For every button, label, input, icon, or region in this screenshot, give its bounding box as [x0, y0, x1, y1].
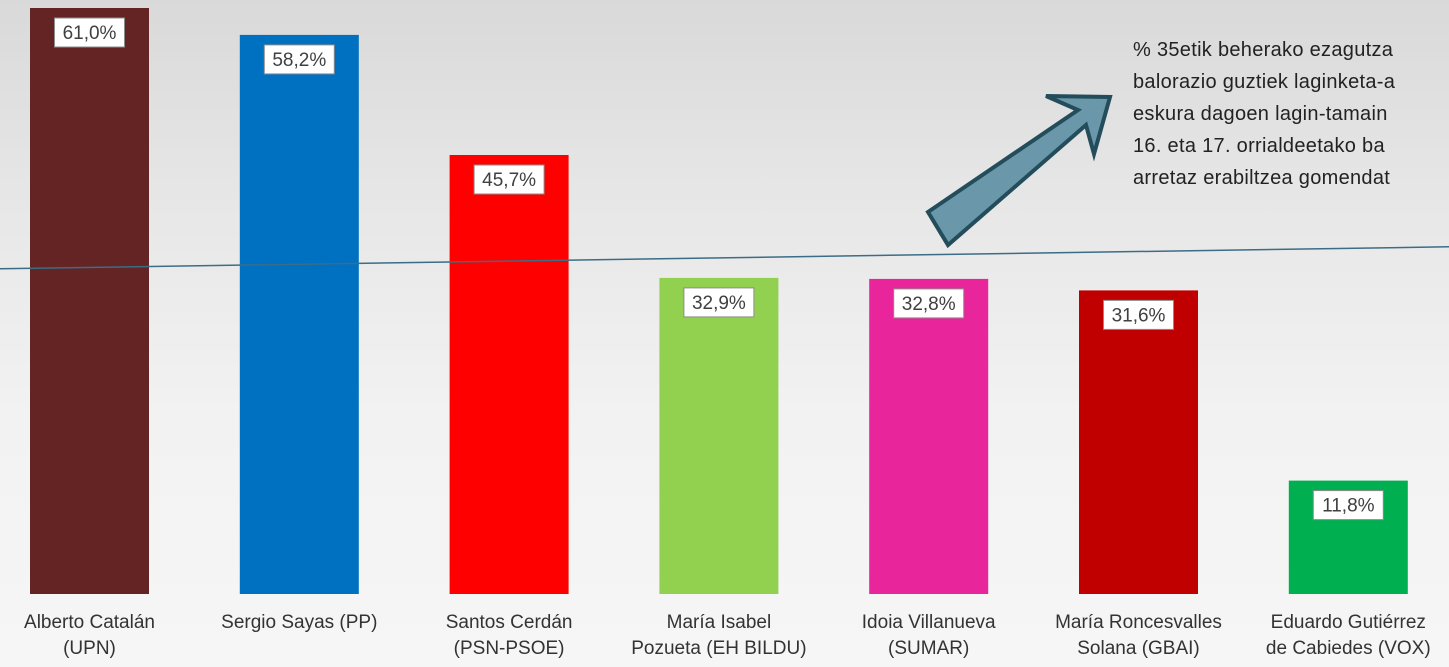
annotation-text: % 35etik beherako ezagutza balorazio guzt… [1133, 39, 1396, 189]
data-label-box [473, 164, 545, 195]
category-labels-layer: Alberto Catalán (UPN) Sergio Sayas (PP) San… [24, 612, 1431, 659]
category-label: Alberto Catalán (UPN) [24, 612, 155, 659]
data-label: 45,7% [482, 170, 536, 191]
data-label-box [54, 17, 125, 48]
annotation: % 35etik beherako ezagutza balorazio guzt… [925, 39, 1396, 249]
arrow-icon [925, 94, 1113, 249]
bar [659, 277, 779, 594]
data-label-box [1312, 490, 1384, 521]
bars-layer [30, 8, 1408, 594]
bar [1079, 290, 1198, 594]
data-label: 61,0% [63, 23, 117, 44]
data-label-box [1103, 299, 1174, 330]
data-label: 32,9% [692, 293, 746, 314]
data-label-box [683, 287, 755, 318]
data-label: 58,2% [272, 50, 326, 71]
bar [449, 155, 569, 594]
category-label: Sergio Sayas (PP) [221, 612, 377, 633]
category-label-line: María Isabel [667, 612, 772, 633]
category-label-line: Eduardo Gutiérrez [1271, 612, 1426, 633]
bar [239, 34, 359, 594]
category-label: Eduardo Gutiérrez de Cabiedes (VOX) [1266, 612, 1431, 659]
data-label-box [263, 44, 335, 75]
bar [869, 278, 989, 594]
category-label-line: Sergio Sayas (PP) [221, 612, 377, 633]
annotation-line: % 35etik beherako ezagutza [1133, 39, 1394, 61]
data-label: 32,8% [902, 294, 956, 315]
category-label-line: María Roncesvalles [1055, 612, 1222, 633]
reference-line-35-percent [0, 246, 1449, 270]
category-label: Santos Cerdán (PSN-PSOE) [446, 612, 573, 659]
data-label-box [893, 288, 965, 319]
category-label-line: de Cabiedes (VOX) [1266, 638, 1431, 659]
category-label-line: Santos Cerdán [446, 612, 573, 633]
annotation-line: arretaz erabiltzea gomendat [1133, 167, 1390, 189]
category-label-line: Solana (GBAI) [1077, 638, 1200, 659]
category-label-line: Alberto Catalán [24, 612, 155, 633]
category-label: Idoia Villanueva (SUMAR) [862, 612, 996, 659]
data-labels-layer: 61,0% 58,2% 45,7% 32,9% 32,8% 31,6% 11,8% [54, 17, 1384, 521]
category-label-line: Pozueta (EH BILDU) [631, 638, 806, 659]
category-label-line: (SUMAR) [888, 638, 969, 659]
annotation-line: balorazio guztiek laginketa-a [1133, 71, 1396, 93]
bar [30, 8, 149, 594]
data-label: 11,8% [1322, 496, 1375, 517]
category-label-line: (PSN-PSOE) [454, 638, 565, 659]
annotation-line: eskura dagoen lagin-tamain [1133, 103, 1388, 125]
data-label: 31,6% [1112, 305, 1166, 326]
category-label: María Roncesvalles Solana (GBAI) [1055, 612, 1222, 659]
annotation-line: 16. eta 17. orrialdeetako ba [1133, 135, 1385, 157]
category-label: María Isabel Pozueta (EH BILDU) [631, 612, 806, 659]
category-label-line: (UPN) [63, 638, 116, 659]
category-label-line: Idoia Villanueva [862, 612, 996, 633]
